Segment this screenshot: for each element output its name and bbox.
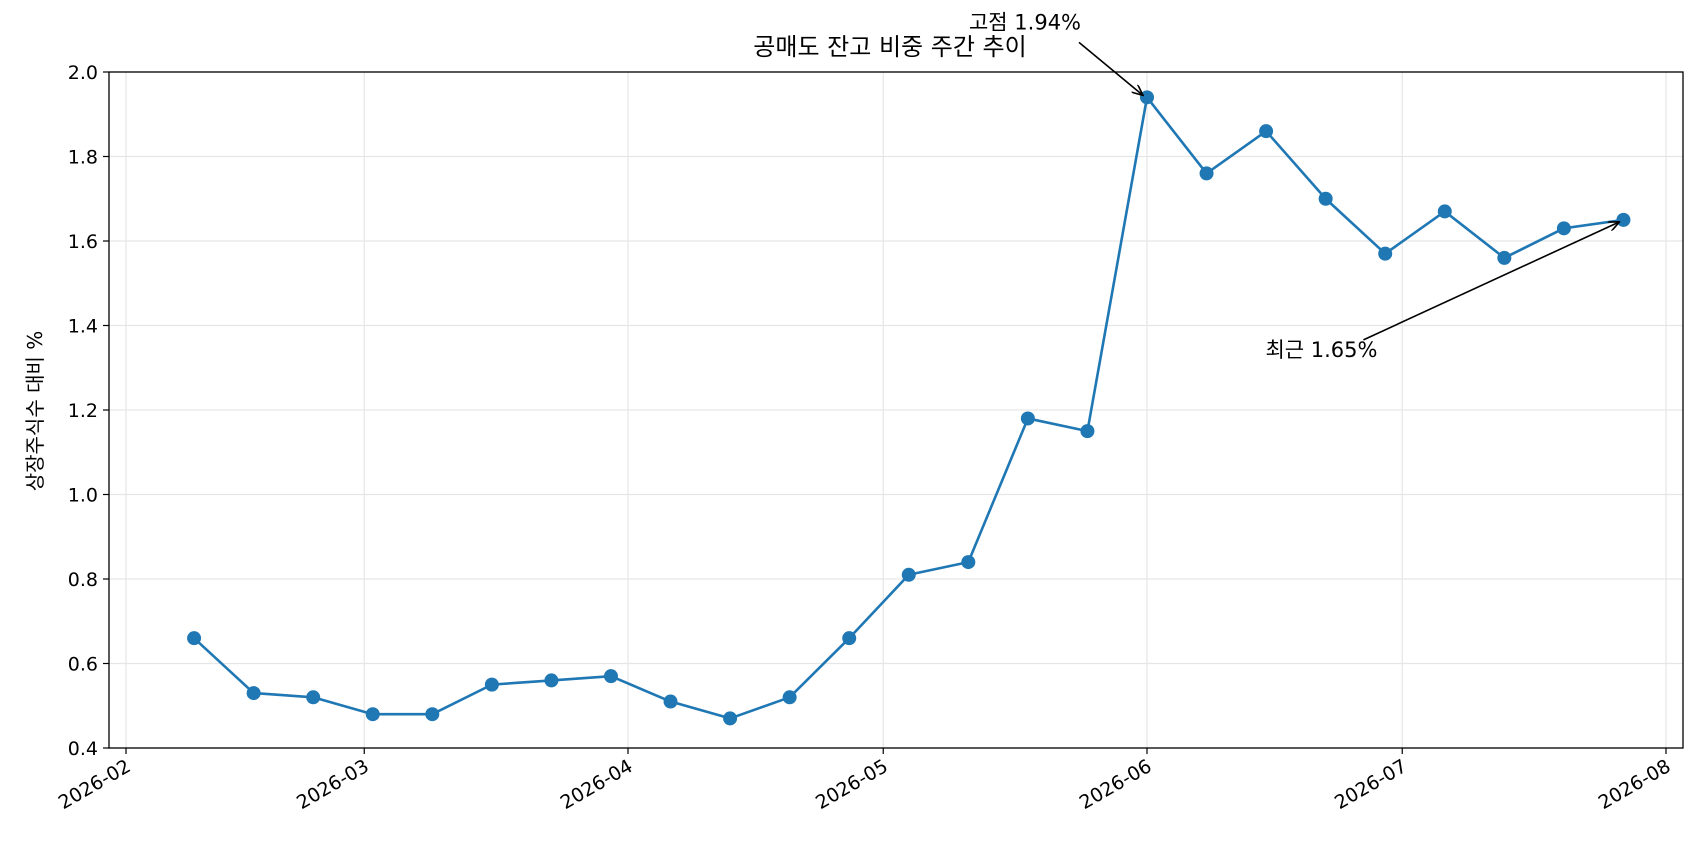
data-point	[306, 690, 321, 705]
y-tick-label: 0.4	[68, 738, 98, 760]
y-tick-label: 1.4	[68, 316, 98, 338]
x-tick-label: 2026-06	[1076, 755, 1156, 814]
y-tick-label: 1.2	[68, 400, 98, 422]
grid-lines	[109, 71, 1683, 749]
y-tick-label: 1.0	[68, 485, 98, 507]
series-layer	[187, 90, 1631, 726]
data-point	[901, 567, 916, 582]
annotations: 고점 1.94% 최근 1.65%	[969, 10, 1619, 362]
data-point	[1199, 166, 1214, 181]
y-tick-label: 2.0	[68, 62, 98, 84]
data-point	[1378, 246, 1393, 261]
x-tick-label: 2026-03	[293, 755, 373, 814]
data-point	[425, 707, 440, 722]
x-tick-label: 2026-02	[55, 755, 135, 814]
y-tick-label: 1.6	[68, 231, 98, 253]
annotation-label: 고점 1.94%	[969, 10, 1081, 34]
data-point	[1556, 221, 1571, 236]
y-tick-label: 1.8	[68, 147, 98, 169]
annotation-arrow	[1363, 222, 1619, 341]
data-point	[961, 555, 976, 570]
data-point	[1259, 124, 1274, 139]
y-tick-label: 0.8	[68, 569, 98, 591]
data-point	[1139, 90, 1154, 105]
data-point	[365, 707, 380, 722]
data-point	[603, 669, 618, 684]
data-point	[663, 694, 678, 709]
data-point	[484, 677, 499, 692]
axes: 0.4 0.6 0.8 1.0 1.2 1.4 1.6 1.8 2.0 2026-02 2026-0…	[55, 62, 1684, 814]
data-point	[246, 686, 261, 701]
x-tick-label: 2026-08	[1595, 755, 1675, 814]
x-tick-label: 2026-07	[1331, 755, 1411, 814]
x-tick-label: 2026-04	[557, 755, 637, 814]
data-point	[1497, 250, 1512, 265]
plot-frame	[108, 71, 1684, 749]
data-point	[1080, 424, 1095, 439]
annotation-arrow	[1078, 41, 1143, 95]
data-point	[782, 690, 797, 705]
data-point	[1437, 204, 1452, 219]
series-line	[193, 96, 1624, 720]
data-point	[1318, 191, 1333, 206]
chart-title: 공매도 잔고 비중 주간 추이	[753, 33, 1026, 61]
data-point	[723, 711, 738, 726]
y-tick-label: 0.6	[68, 654, 98, 676]
x-tick-label: 2026-05	[812, 755, 892, 814]
data-point	[187, 631, 202, 646]
data-point	[544, 673, 559, 688]
data-point	[1020, 411, 1035, 426]
data-point	[842, 631, 857, 646]
y-axis-title: 상장주식수 대비 %	[23, 331, 47, 492]
data-point	[1616, 212, 1631, 227]
annotation-label: 최근 1.65%	[1265, 338, 1377, 362]
